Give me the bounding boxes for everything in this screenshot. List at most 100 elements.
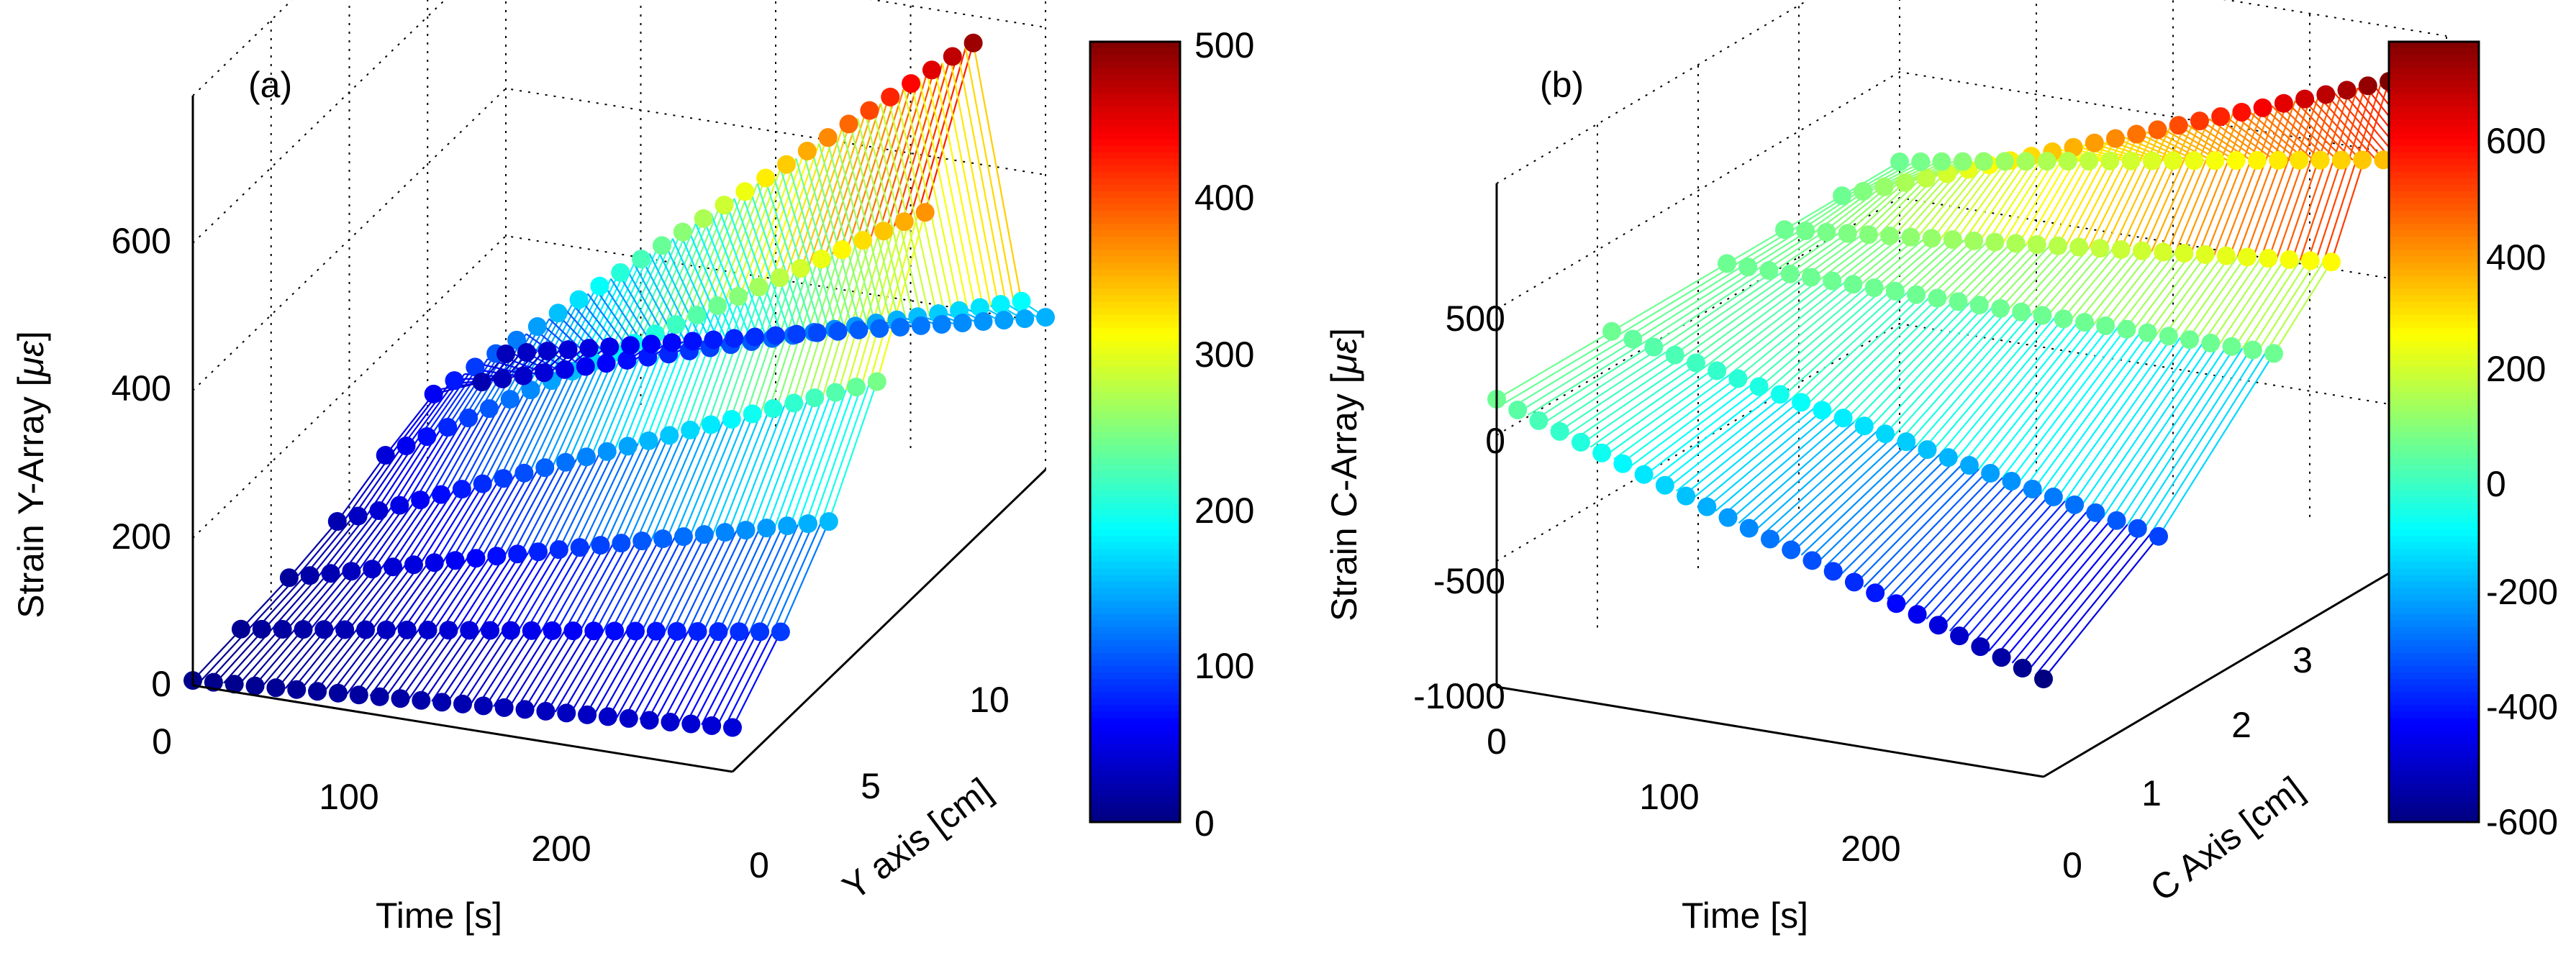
panel-0-mesh-line xyxy=(832,103,882,255)
panel-1-mesh-line xyxy=(1992,245,2051,308)
panel-0-mesh-line xyxy=(799,247,849,402)
panel-1-mesh-line xyxy=(1761,430,1878,536)
panel-0-mesh-line xyxy=(716,631,766,727)
panel-1-mesh-line xyxy=(1964,506,2082,640)
panel-b-cbar-tick-1: 400 xyxy=(2486,237,2546,278)
panel-0-series-0-marker xyxy=(702,716,722,735)
panel-1-series-1-marker xyxy=(1770,385,1790,404)
panel-1-mesh-line xyxy=(2119,125,2179,250)
panel-0-colorbar-band xyxy=(1090,327,1180,335)
panel-1-colorbar-band xyxy=(2389,457,2479,465)
panel-0-series-6-marker xyxy=(991,295,1010,314)
panel-0-mesh-line xyxy=(301,570,352,630)
panel-0-mesh-line xyxy=(825,137,876,324)
panel-0-colorbar-band xyxy=(1090,731,1180,739)
panel-0-colorbar-band xyxy=(1090,165,1180,173)
panel-0-mesh-line xyxy=(678,631,727,724)
panel-0-colorbar-band xyxy=(1090,483,1180,491)
panel-1-mesh-line xyxy=(2023,246,2082,314)
panel-b-grid xyxy=(1496,0,2447,777)
panel-b-cbar-tick-5: -400 xyxy=(2486,687,2558,727)
panel-1-mesh-line xyxy=(1853,303,1970,423)
panel-a-cbar-tick-2: 200 xyxy=(1194,491,1254,531)
panel-0-mesh-line xyxy=(656,534,707,632)
panel-1-series-4-marker xyxy=(1874,177,1894,196)
panel-0-mesh-line xyxy=(330,629,381,693)
panel-1-mesh-line xyxy=(1746,424,1863,528)
panel-0-series-1-marker xyxy=(646,621,666,641)
panel-0-colorbar-band xyxy=(1090,802,1180,810)
panel-1-colorbar-band xyxy=(2389,191,2479,199)
panel-0-colorbar-band xyxy=(1090,145,1180,153)
panel-0-mesh-line xyxy=(802,152,853,327)
panel-0-colorbar-band xyxy=(1090,737,1180,745)
panel-1-mesh-line xyxy=(2263,106,2323,161)
panel-1-mesh-line xyxy=(1941,498,2058,628)
panel-1-colorbar-band xyxy=(2389,119,2479,127)
panel-1-colorbar-band xyxy=(2389,808,2479,816)
panel-0-mesh-line xyxy=(253,629,304,687)
panel-0-mesh-line xyxy=(558,451,608,550)
panel-a-y-tick-0: 0 xyxy=(749,845,769,885)
panel-0-series-0-marker xyxy=(432,693,452,712)
panel-1-mesh-line xyxy=(2241,260,2301,349)
panel-1-mesh-line xyxy=(1905,240,1965,294)
panel-1-colorbar-band xyxy=(2389,178,2479,186)
panel-0-colorbar-frame xyxy=(1089,40,1182,824)
panel-1-series-5-marker xyxy=(1932,152,1951,171)
panel-1-series-3-marker xyxy=(1838,224,1857,243)
panel-1-colorbar-band xyxy=(2389,165,2479,173)
panel-1-mesh-line xyxy=(2233,259,2293,348)
panel-0-series-2-marker xyxy=(508,544,527,564)
panel-0-mesh-line xyxy=(304,516,354,577)
panel-1-series-4-marker xyxy=(1895,173,1915,192)
panel-0-colorbar-band xyxy=(1090,61,1180,69)
panel-0-series-0-marker xyxy=(349,685,368,705)
panel-1-series-5-marker xyxy=(2310,150,2330,170)
panel-0-mesh-line xyxy=(660,309,710,438)
panel-0-series-3-marker xyxy=(660,426,679,445)
panel-1-mesh-line xyxy=(1918,488,2035,616)
panel-0-series-2-marker xyxy=(632,532,652,551)
panel-1-mesh-line xyxy=(1707,409,1823,508)
panel-1-mesh-line xyxy=(2027,529,2144,672)
panel-0-series-5-marker xyxy=(943,47,962,66)
panel-0-series-3-marker xyxy=(494,469,513,488)
panel-0-mesh-line xyxy=(317,569,367,630)
panel-0-mesh-line xyxy=(207,629,258,683)
panel-1-series-3-marker xyxy=(2322,252,2341,272)
panel-1-series-0-marker xyxy=(1739,519,1759,538)
panel-1-colorbar-band xyxy=(2389,334,2479,342)
panel-0-series-2-marker xyxy=(736,521,756,540)
panel-0-series-7-marker xyxy=(558,340,578,360)
panel-1-mesh-line xyxy=(2177,124,2236,162)
panel-0-mesh-line xyxy=(724,631,774,728)
panel-1-mesh-line xyxy=(1759,287,1877,388)
panel-0-mesh-line xyxy=(833,133,884,322)
panel-0-colorbar-band xyxy=(1090,464,1180,472)
panel-0-series-1-marker xyxy=(439,621,458,640)
panel-0-mesh-line xyxy=(467,396,517,488)
panel-0-series-7-marker xyxy=(849,320,869,339)
panel-0-series-3-marker xyxy=(556,452,576,472)
panel-1-mesh-line xyxy=(1986,324,2103,473)
panel-0-colorbar-band xyxy=(1090,113,1180,121)
panel-0-mesh-line xyxy=(739,163,789,296)
panel-0-series-3-marker xyxy=(763,399,783,419)
panel-0-series-2-marker xyxy=(819,512,838,532)
panel-1-mesh-line xyxy=(1838,300,1954,417)
panel-1-mesh-line xyxy=(1984,244,2044,307)
panel-0-mesh-line xyxy=(725,203,776,339)
panel-1-mesh-line xyxy=(2134,349,2251,529)
panel-0-series-6-marker xyxy=(1012,291,1031,311)
panel-1-series-4-marker xyxy=(2106,129,2125,148)
panel-1-mesh-line xyxy=(2056,336,2173,499)
panel-0-series-4-marker xyxy=(812,250,831,269)
panel-0-colorbar-band xyxy=(1090,152,1180,160)
panel-1-series-0-marker xyxy=(1571,432,1590,452)
panel-0-colorbar-band xyxy=(1090,789,1180,797)
panel-0-series-0-marker xyxy=(598,707,617,726)
panel-0-series-1-marker xyxy=(294,620,313,639)
panel-1-mesh-line xyxy=(2101,251,2161,326)
panel-a-x-axis-label: Time [s] xyxy=(376,895,502,936)
